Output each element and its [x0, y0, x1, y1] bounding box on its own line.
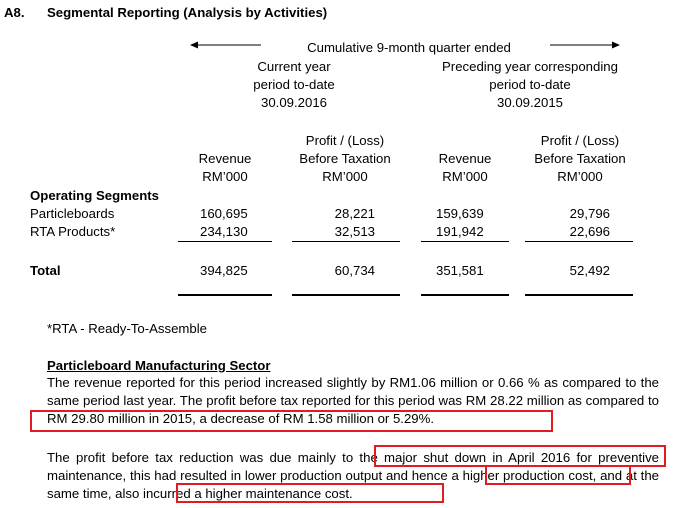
cell-cur-profit: 32,513: [334, 224, 375, 239]
paragraph-text: e major shut down in April 2016 for prev…: [47, 450, 659, 501]
cur-revenue-header: Revenue: [198, 151, 252, 166]
paragraph-text: The profit before tax reduction was due …: [47, 450, 371, 465]
current-year-period: period to-date: [253, 77, 335, 92]
cell-prev-revenue: 191,942: [436, 224, 484, 239]
prev-revenue-header: Revenue: [438, 151, 492, 166]
preceding-year-label: Preceding year corresponding: [442, 59, 618, 74]
left-arrow-icon: [190, 41, 261, 49]
paragraph-revenue: The revenue reported for this period inc…: [47, 374, 659, 428]
current-year-date: 30.09.2016: [260, 95, 327, 110]
cell-prev-profit: 22,696: [569, 224, 610, 239]
right-arrow-icon: [550, 41, 620, 49]
prev-profit-header-line2: Before Taxation: [534, 151, 626, 166]
total-prev-profit: 52,492: [569, 263, 610, 278]
total-label: Total: [30, 263, 61, 278]
cell-cur-profit: 28,221: [334, 206, 375, 221]
total-rule: [292, 294, 400, 296]
preceding-year-date: 30.09.2015: [496, 95, 563, 110]
cell-prev-profit: 29,796: [569, 206, 610, 221]
cell-cur-revenue: 234,130: [200, 224, 248, 239]
period-caption: Cumulative 9-month quarter ended: [307, 40, 511, 55]
highlight-box: [30, 410, 553, 432]
subtotal-rule: [421, 241, 509, 242]
sector-heading: Particleboard Manufacturing Sector: [47, 358, 271, 373]
highlight-box: [374, 445, 666, 467]
total-rule: [178, 294, 272, 296]
prev-profit-unit: RM’000: [557, 169, 603, 184]
highlight-box: [485, 465, 631, 485]
current-year-label: Current year: [257, 59, 331, 74]
cell-prev-revenue: 159,639: [436, 206, 484, 221]
section-number: A8.: [4, 5, 25, 20]
segments-heading: Operating Segments: [30, 188, 159, 203]
total-cur-revenue: 394,825: [200, 263, 248, 278]
paragraph-text: The revenue reported for this period inc…: [47, 375, 659, 408]
cur-profit-unit: RM’000: [322, 169, 368, 184]
total-prev-revenue: 351,581: [436, 263, 484, 278]
subtotal-rule: [525, 241, 633, 242]
total-cur-profit: 60,734: [334, 263, 375, 278]
subtotal-rule: [292, 241, 400, 242]
row-label: RTA Products*: [30, 224, 116, 239]
total-rule: [421, 294, 509, 296]
preceding-year-period: period to-date: [489, 77, 571, 92]
cur-profit-header-line1: Profit / (Loss): [305, 133, 385, 148]
highlight-box: [176, 483, 444, 503]
total-rule: [525, 294, 633, 296]
section-title: Segmental Reporting (Analysis by Activit…: [47, 5, 328, 20]
prev-revenue-unit: RM’000: [442, 169, 488, 184]
row-label: Particleboards: [30, 206, 115, 221]
cur-revenue-unit: RM’000: [202, 169, 248, 184]
prev-profit-header-line1: Profit / (Loss): [540, 133, 620, 148]
footnote: *RTA - Ready-To-Assemble: [47, 321, 208, 336]
subtotal-rule: [178, 241, 272, 242]
cell-cur-revenue: 160,695: [200, 206, 248, 221]
cur-profit-header-line2: Before Taxation: [299, 151, 391, 166]
paragraph-reduction: The profit before tax reduction was due …: [47, 449, 659, 503]
highlighted-text: compared to RM 29.80 million in 2015, a …: [47, 393, 659, 426]
